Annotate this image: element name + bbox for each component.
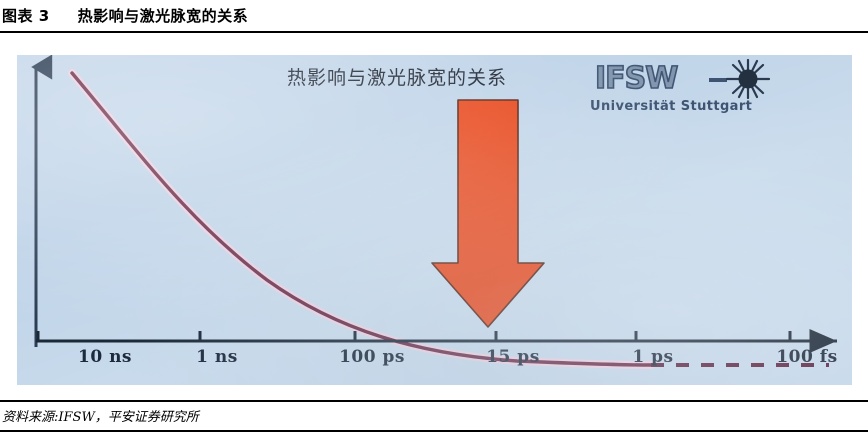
ifsw-subtitle: Universität Stuttgart (590, 99, 753, 114)
source-note: 资料来源:IFSW，平安证券研究所 (2, 410, 199, 425)
starburst-icon (725, 59, 771, 99)
x-tick-label-4: 1 ps (632, 347, 674, 367)
x-tick-label-3: 15 ps (486, 347, 540, 367)
exhibit-title: 热影响与激光脉宽的关系 (77, 7, 249, 25)
footer-rule-bottom (0, 430, 868, 432)
ifsw-logo: IFSW Universit (585, 59, 800, 121)
ifsw-wordmark: IFSW (594, 60, 679, 97)
x-tick-label-0: 10 ns (77, 347, 133, 367)
footer-rule-top (0, 400, 868, 402)
chart-canvas (31, 55, 838, 369)
chart-title: 热影响与激光脉宽的关系 (287, 67, 508, 89)
exhibit-header: 图表 3 热影响与激光脉宽的关系 (0, 0, 868, 31)
chart-figure: 热影响与激光脉宽的关系 IFSW (17, 55, 852, 385)
down-arrow-icon (431, 99, 545, 328)
logo-dash-icon (709, 78, 727, 82)
curve-halo (68, 69, 655, 369)
x-axis-ticks (36, 331, 792, 341)
x-tick-label-5: 100 fs (776, 347, 838, 367)
exhibit-number: 图表 3 (2, 7, 50, 25)
header-rule (0, 31, 868, 33)
thermal-decay-curve (70, 71, 653, 367)
x-tick-label-1: 1 ns (196, 347, 238, 367)
x-tick-label-2: 100 ps (339, 347, 405, 367)
